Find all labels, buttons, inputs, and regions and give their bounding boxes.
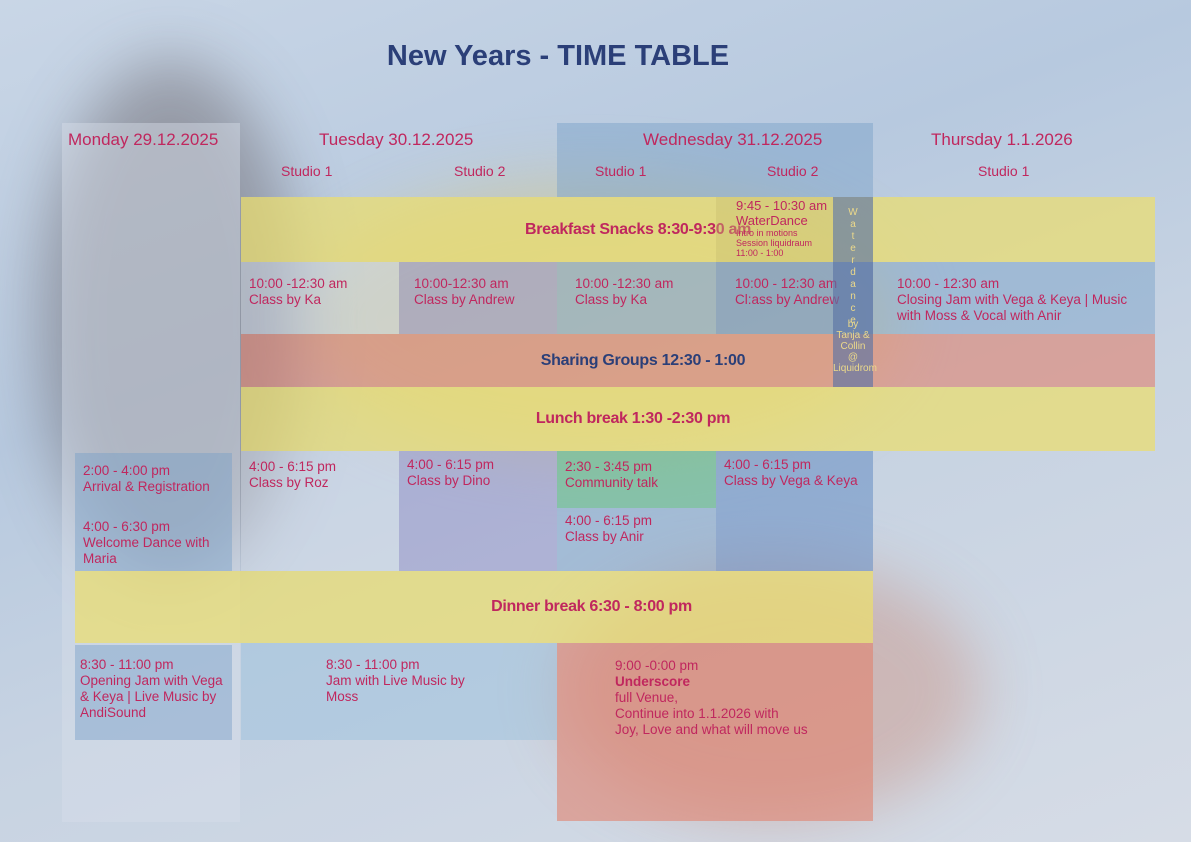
dinner-band: Dinner break 6:30 - 8:00 pm [75,571,873,643]
wed-evening-underscore: 9:00 -0:00 pm Underscore full Venue, Con… [557,643,873,821]
day-header-monday: Monday 29.12.2025 [68,130,219,149]
studio-label: Studio 2 [454,163,506,179]
waterdance-names: Tanja & [836,330,870,341]
waterdance-by: by [847,319,859,330]
session-time: 8:30 - 11:00 pm [326,657,420,672]
session-desc: Continue into 1.1.2026 with [615,706,779,721]
waterdance-desc: Session liquidraum [736,238,813,248]
studio-label: Studio 1 [978,163,1030,179]
session-title: Underscore [615,674,691,689]
wednesday-header-panel [557,123,873,197]
waterdance-cell: 9:45 - 10:30 am WaterDance Intro in moti… [716,197,833,262]
tue-s2-afternoon: 4:00 - 6:15 pm Class by Dino [399,451,557,571]
waterdance-desc: 11:00 - 1:00 [736,248,784,258]
lunch-label: Lunch break 1:30 -2:30 pm [535,410,731,427]
lunch-band: Lunch break 1:30 -2:30 pm [241,387,1155,451]
session-time: 4:00 - 6:15 pm [249,459,337,474]
breakfast-band: Breakfast Snacks 8:30-9:30 am [241,197,1155,262]
waterdance-at: @ [847,352,859,363]
dinner-label: Dinner break 6:30 - 8:00 pm [491,598,692,615]
tue-s1-morning: 10:00 -12:30 am Class by Ka [241,262,399,334]
wed-s1-afternoon: 4:00 - 6:15 pm Class by Anir [557,508,716,571]
session-time: 4:00 - 6:30 pm [83,519,171,534]
session-title: Closing Jam with Vega & Keya | Music wit… [897,292,1128,323]
waterdance-time: 9:45 - 10:30 am [736,198,828,213]
session-title: Opening Jam with Vega & Keya | Live Musi… [80,673,223,720]
session-title: Community talk [565,475,659,490]
session-time: 10:00 - 12:30 am [735,276,838,291]
thu-s1-morning: 10:00 - 12:30 am Closing Jam with Vega &… [873,262,1155,334]
monday-column [62,123,240,822]
session-title: Class by Andrew [414,292,515,307]
session-title: Class by Ka [575,292,648,307]
mon-evening: 8:30 - 11:00 pm Opening Jam with Vega & … [75,645,232,740]
tue-evening: 8:30 - 11:00 pm Jam with Live Music by M… [241,643,557,740]
session-title: Welcome Dance with Maria [83,535,210,566]
waterdance-desc: Intro in motions [736,228,798,238]
session-time: 4:00 - 6:15 pm [565,513,653,528]
wed-s1-community-talk: 2:30 - 3:45 pm Community talk [557,451,716,508]
studio-label: Studio 1 [595,163,647,179]
waterdance-place: Liquidrom [833,363,877,374]
session-title: Class by Dino [407,473,491,488]
session-time: 2:00 - 4:00 pm [83,463,171,478]
tue-s2-morning: 10:00-12:30 am Class by Andrew [399,262,557,334]
breakfast-label: Breakfast Snacks 8:30-9:30 am [524,220,752,238]
waterdance-vertical-banner: Waterdance by Tanja & Collin @ Liquidrom [833,197,877,387]
waterdance-names: Collin [840,341,866,352]
studio-label: Studio 1 [281,163,333,179]
session-title: Class by Ka [249,292,322,307]
session-time: 10:00-12:30 am [414,276,509,291]
wed-s2-afternoon: 4:00 - 6:15 pm Class by Vega & Keya [716,451,873,571]
session-title: Arrival & Registration [83,479,210,494]
studio-label: Studio 2 [767,163,819,179]
mon-afternoon: 2:00 - 4:00 pm Arrival & Registration 4:… [75,453,232,571]
day-header-wednesday: Wednesday 31.12.2025 [643,130,823,149]
session-desc: Joy, Love and what will move us [615,722,808,737]
session-time: 10:00 -12:30 am [249,276,348,291]
session-title: Class by Vega & Keya [724,473,858,488]
day-header-thursday: Thursday 1.1.2026 [931,130,1073,149]
session-time: 4:00 - 6:15 pm [407,457,495,472]
session-time: 2:30 - 3:45 pm [565,459,653,474]
waterdance-vertical-word: Waterdance [847,207,859,327]
session-time: 4:00 - 6:15 pm [724,457,812,472]
background-photo [40,60,300,580]
session-desc: full Venue, [615,690,679,705]
session-title: Class by Roz [249,475,329,490]
day-header-tuesday: Tuesday 30.12.2025 [319,130,474,149]
session-time: 10:00 - 12:30 am [897,276,1000,291]
session-title: Cl:ass by Andrew [735,292,840,307]
sharing-label: Sharing Groups 12:30 - 1:00 [540,351,746,369]
tue-s1-afternoon: 4:00 - 6:15 pm Class by Roz [241,451,399,571]
session-time: 10:00 -12:30 am [575,276,674,291]
session-title: Jam with Live Music by Moss [326,673,465,704]
session-title: Class by Anir [565,529,644,544]
session-time: 9:00 -0:00 pm [615,658,699,673]
waterdance-title: WaterDance [736,213,808,228]
sharing-band: Sharing Groups 12:30 - 1:00 [241,334,1155,387]
wed-s1-morning: 10:00 -12:30 am Class by Ka [557,262,716,334]
session-time: 8:30 - 11:00 pm [80,657,174,672]
page-title: New Years - TIME TABLE [386,40,730,72]
